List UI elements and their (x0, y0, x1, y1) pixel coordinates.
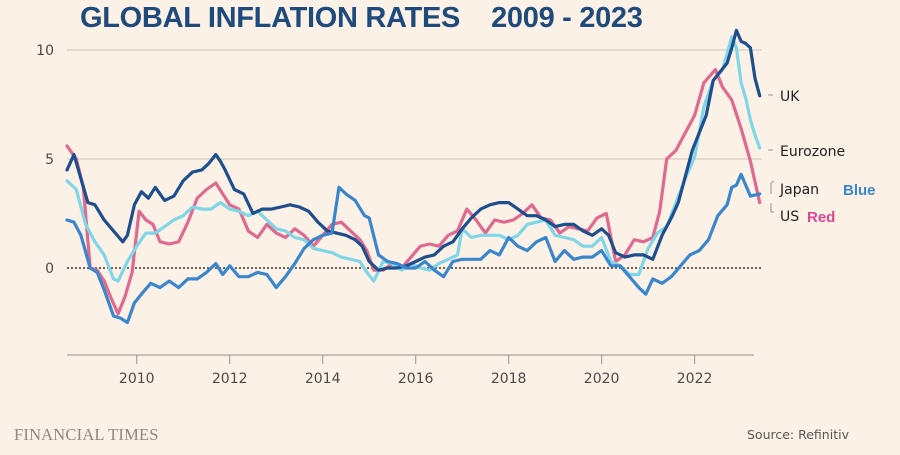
x-tick-label: 2010 (119, 371, 155, 387)
source-note: Source: Refinitiv (747, 427, 849, 442)
y-axis-ticks: 0 5 10 (36, 43, 54, 277)
x-tick-label: 2012 (212, 371, 248, 387)
end-label-color-note: Blue (843, 182, 876, 199)
end-label-text: UK (780, 89, 800, 105)
series-line-japan (65, 172, 762, 325)
end-label-text: Japan (779, 182, 819, 198)
series-line-uk (65, 28, 762, 272)
ft-brand-logo: FINANCIAL TIMES (14, 425, 159, 444)
y-tick-label: 5 (45, 152, 54, 168)
x-tick-label: 2022 (677, 371, 713, 387)
x-tick-label: 2014 (305, 371, 341, 387)
x-tick-label: 2020 (584, 371, 620, 387)
end-label-japan: Japan Blue (770, 180, 876, 199)
chart-title: GLOBAL INFLATION RATES 2009 - 2023 (80, 2, 643, 35)
series-lines (65, 28, 762, 325)
end-label-text: US (780, 209, 799, 225)
series-line-us (65, 68, 762, 316)
end-label-us: US Red (770, 203, 835, 226)
chart-title-text: GLOBAL INFLATION RATES (80, 2, 461, 34)
x-tick-label: 2018 (491, 371, 527, 387)
chart-title-years: 2009 - 2023 (491, 2, 643, 34)
y-tick-label: 0 (45, 261, 54, 277)
x-tick-label: 2016 (398, 371, 434, 387)
end-label-text: Eurozone (780, 144, 845, 160)
gridlines (67, 49, 762, 269)
y-tick-label: 10 (36, 43, 54, 59)
end-label-eurozone: Eurozone (768, 144, 845, 160)
end-label-color-note: Red (807, 209, 835, 226)
end-labels: UK Eurozone Japan Blue US Red (768, 89, 876, 226)
end-label-uk: UK (768, 89, 800, 105)
label-leader (770, 180, 775, 194)
label-leader (770, 203, 774, 213)
x-axis: 2010 2012 2014 2016 2018 2020 2022 (67, 354, 754, 387)
